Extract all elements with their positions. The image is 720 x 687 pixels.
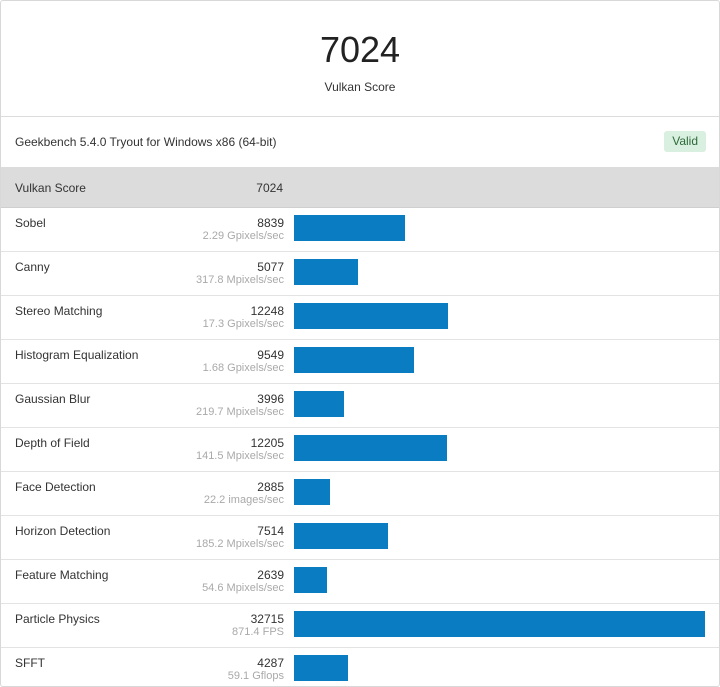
workload-list: Sobel 8839 2.29 Gpixels/sec Canny 5077 317.8 … [1, 208, 719, 686]
overall-score: 7024 [319, 29, 401, 70]
workload-name: Feature Matching [15, 568, 109, 582]
workload-score-bar [294, 611, 705, 637]
workload-name: SFFT [15, 656, 45, 670]
workload-row: Canny 5077 317.8 Mpixels/sec [1, 252, 719, 296]
workload-throughput: 17.3 Gpixels/sec [202, 318, 284, 330]
workload-row: Gaussian Blur 3996 219.7 Mpixels/sec [1, 384, 719, 428]
summary-name: Vulkan Score [15, 181, 86, 195]
workload-row: Feature Matching 2639 54.6 Mpixels/sec [1, 560, 719, 604]
workload-row: Particle Physics 32715 871.4 FPS [1, 604, 719, 648]
workload-score: 4287 [257, 656, 284, 670]
workload-score-bar [294, 479, 330, 505]
workload-score: 5077 [257, 260, 284, 274]
benchmark-info-bar: Geekbench 5.4.0 Tryout for Windows x86 (… [1, 117, 719, 168]
workload-row: Stereo Matching 12248 17.3 Gpixels/sec [1, 296, 719, 340]
workload-throughput: 22.2 images/sec [203, 494, 284, 506]
workload-row: Horizon Detection 7514 185.2 Mpixels/sec [1, 516, 719, 560]
workload-score: 9549 [257, 348, 284, 362]
summary-row: Vulkan Score 7024 [1, 168, 719, 208]
workload-throughput: 185.2 Mpixels/sec [195, 538, 284, 550]
workload-score-bar [294, 435, 447, 461]
workload-score-bar [294, 655, 348, 681]
workload-name: Stereo Matching [15, 304, 103, 318]
workload-score-bar [294, 523, 388, 549]
workload-row: Histogram Equalization 9549 1.68 Gpixels/s… [1, 340, 719, 384]
workload-name: Depth of Field [15, 436, 90, 450]
summary-value: 7024 [256, 181, 283, 195]
workload-throughput: 54.6 Mpixels/sec [202, 582, 284, 594]
workload-throughput: 59.1 Gflops [227, 670, 284, 682]
workload-score-bar [294, 215, 405, 241]
valid-badge: Valid [664, 131, 706, 152]
workload-row: Sobel 8839 2.29 Gpixels/sec [1, 208, 719, 252]
workload-throughput: 219.7 Mpixels/sec [195, 406, 284, 418]
workload-score: 8839 [257, 216, 284, 230]
workload-row: Face Detection 2885 22.2 images/sec [1, 472, 719, 516]
workload-score: 12248 [250, 304, 284, 318]
workload-throughput: 1.68 Gpixels/sec [202, 362, 284, 374]
workload-score-bar [294, 567, 327, 593]
workload-score: 7514 [257, 524, 284, 538]
workload-score: 2885 [257, 480, 284, 494]
workload-throughput: 2.29 Gpixels/sec [202, 230, 284, 242]
score-header: 7024 Vulkan Score [1, 1, 719, 117]
workload-score-bar [294, 391, 344, 417]
workload-score: 2639 [257, 568, 284, 582]
workload-score: 12205 [250, 436, 284, 450]
workload-score: 3996 [257, 392, 284, 406]
overall-score-label: Vulkan Score [324, 80, 396, 94]
workload-row: SFFT 4287 59.1 Gflops [1, 648, 719, 686]
workload-name: Histogram Equalization [15, 348, 139, 362]
workload-name: Horizon Detection [15, 524, 111, 538]
workload-score-bar [294, 303, 448, 329]
workload-score: 32715 [250, 612, 284, 626]
workload-name: Face Detection [15, 480, 96, 494]
workload-name: Gaussian Blur [15, 392, 91, 406]
workload-throughput: 141.5 Mpixels/sec [195, 450, 284, 462]
workload-score-bar [294, 259, 358, 285]
workload-row: Depth of Field 12205 141.5 Mpixels/sec [1, 428, 719, 472]
workload-throughput: 871.4 FPS [232, 626, 284, 638]
benchmark-version: Geekbench 5.4.0 Tryout for Windows x86 (… [15, 135, 277, 149]
workload-name: Canny [15, 260, 50, 274]
workload-throughput: 317.8 Mpixels/sec [195, 274, 284, 286]
workload-name: Sobel [15, 216, 46, 230]
workload-score-bar [294, 347, 414, 373]
workload-name: Particle Physics [15, 612, 100, 626]
